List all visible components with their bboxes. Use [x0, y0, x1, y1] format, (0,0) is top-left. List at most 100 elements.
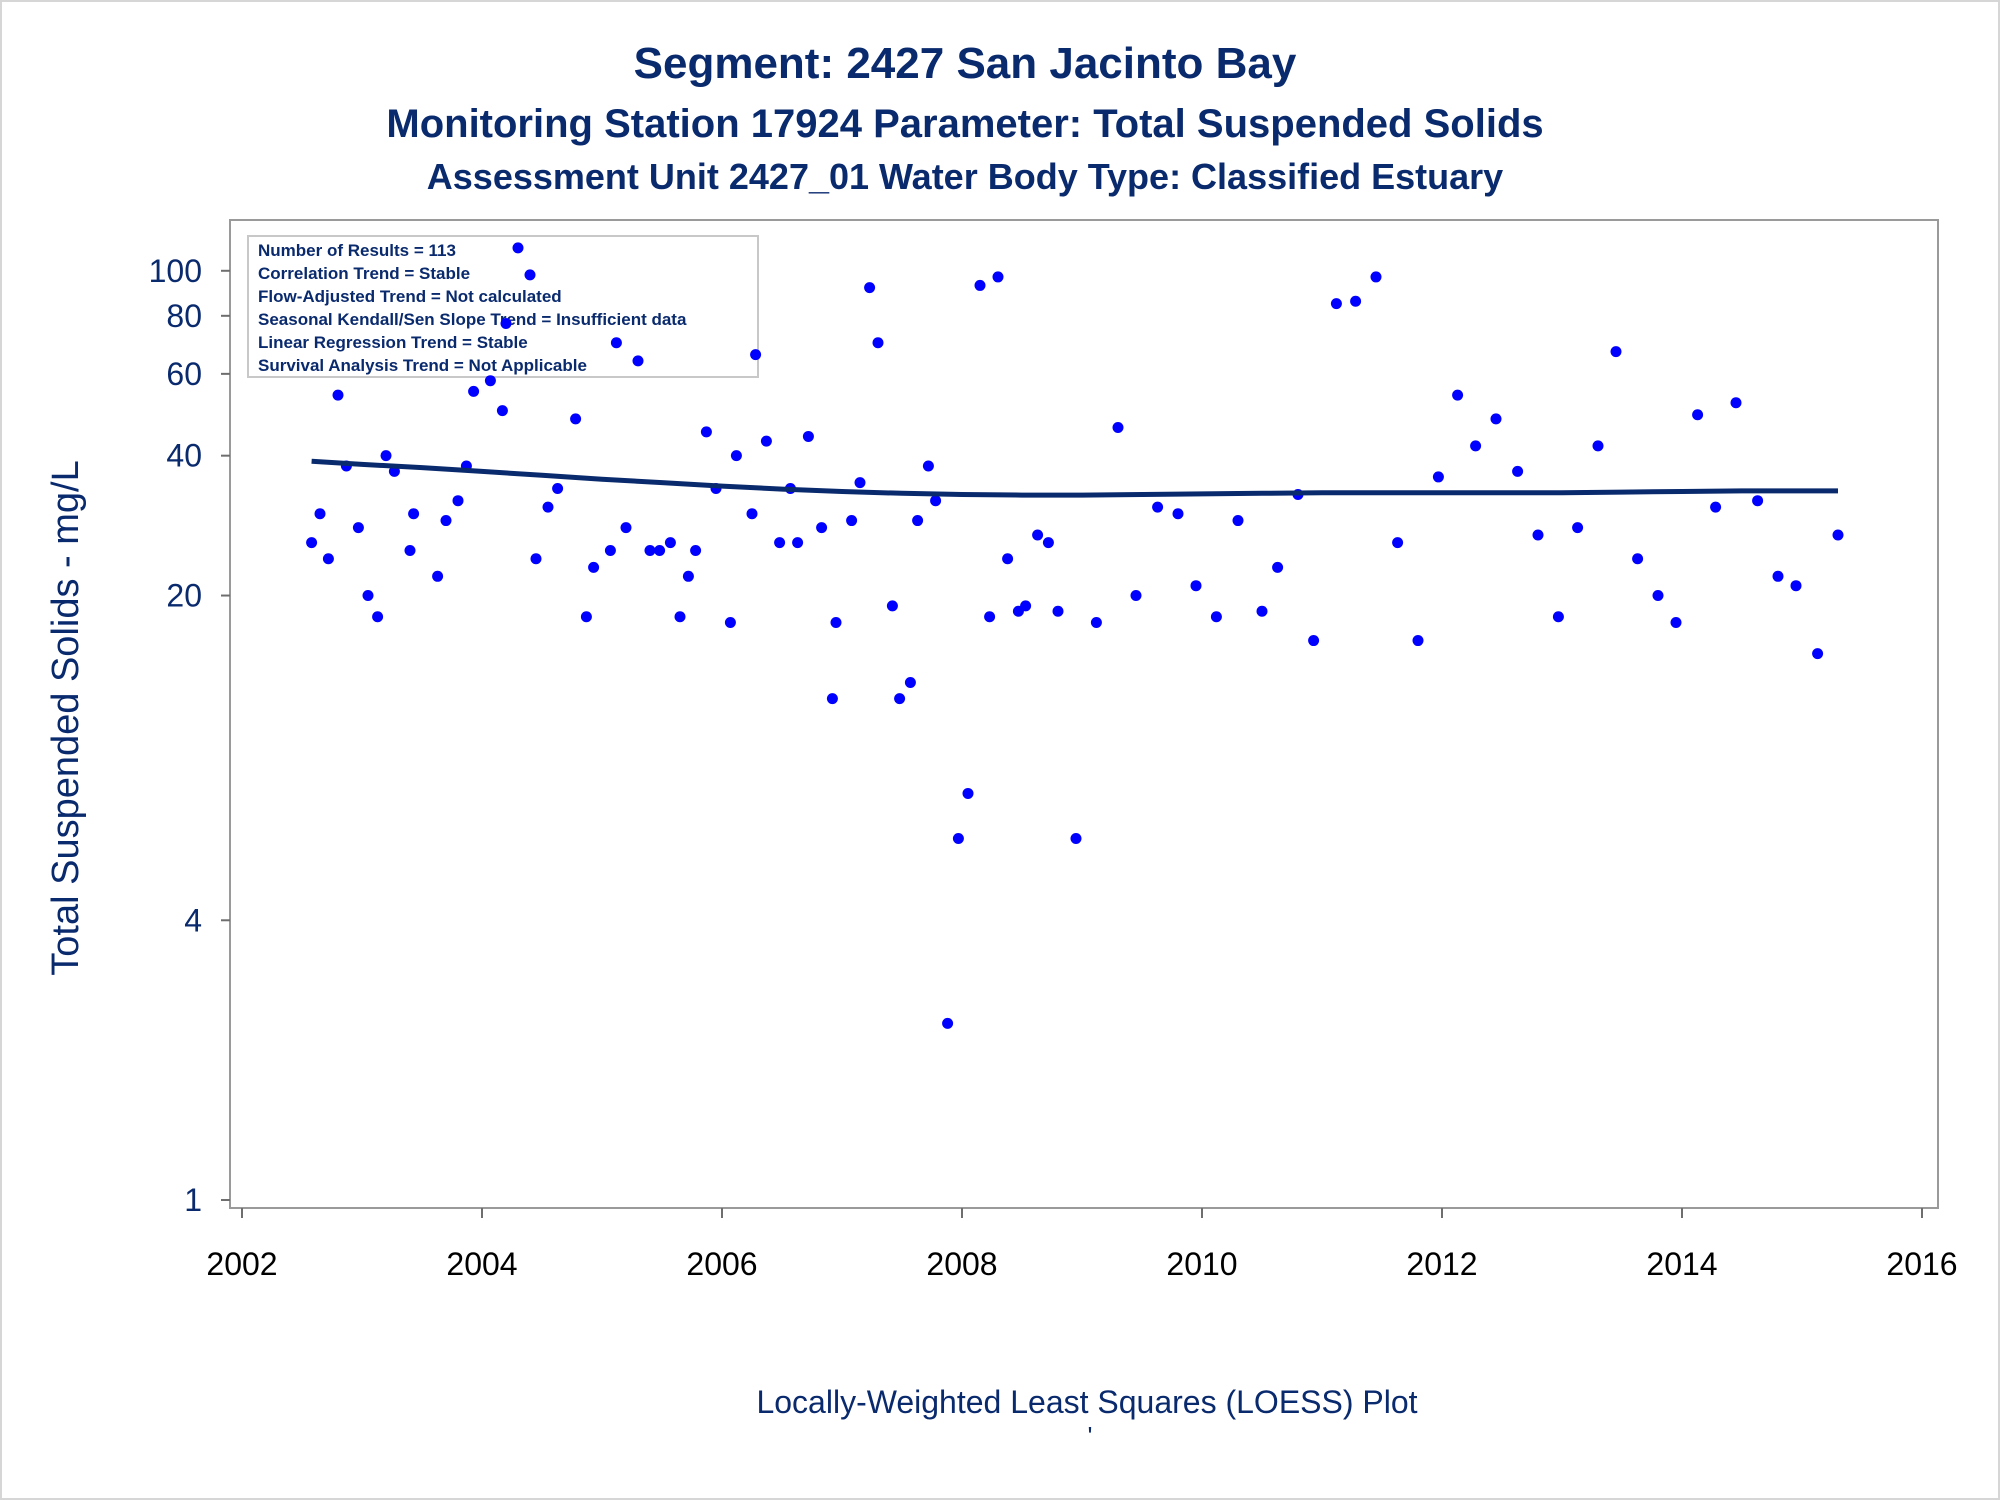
plot-area-border	[229, 219, 1939, 1209]
data-point	[984, 611, 996, 623]
stats-box: Number of Results = 113 Correlation Trend…	[247, 235, 759, 378]
data-point	[1392, 537, 1404, 549]
data-point	[1032, 529, 1044, 541]
y-tick-label: 100	[149, 253, 202, 289]
data-point	[830, 616, 842, 628]
data-point	[792, 537, 804, 549]
data-point	[372, 611, 384, 623]
data-point	[1832, 529, 1844, 541]
data-point	[1112, 421, 1124, 433]
data-point	[1070, 832, 1082, 844]
scatter-points	[306, 242, 1844, 1029]
data-point	[904, 676, 916, 688]
data-point	[654, 545, 666, 557]
data-point	[664, 537, 676, 549]
data-point	[1232, 515, 1244, 527]
data-point	[1052, 605, 1064, 617]
data-point	[570, 413, 582, 425]
data-point	[1412, 635, 1424, 647]
data-point	[484, 375, 496, 387]
footnote: Locally-Weighted Least Squares (LOESS) P…	[756, 1384, 1417, 1420]
data-point	[962, 787, 974, 799]
stats-box-line: Correlation Trend = Stable	[258, 264, 470, 283]
data-point	[1652, 590, 1664, 602]
x-tick-label: 2004	[446, 1246, 517, 1282]
chart-subtitle-assessment: Assessment Unit 2427_01 Water Body Type:…	[427, 156, 1503, 197]
data-point	[496, 405, 508, 417]
data-point	[1532, 529, 1544, 541]
stats-box-line: Number of Results = 113	[258, 241, 456, 260]
data-point	[1692, 409, 1704, 421]
y-tick-label: 80	[166, 298, 202, 334]
x-tick-label: 2010	[1166, 1246, 1237, 1282]
data-point	[1042, 537, 1054, 549]
data-point	[1552, 611, 1564, 623]
data-point	[802, 430, 814, 442]
data-point	[500, 318, 512, 330]
data-point	[1256, 605, 1268, 617]
data-point	[974, 279, 986, 291]
data-point	[1610, 346, 1622, 358]
data-point	[380, 450, 392, 462]
data-point	[1172, 508, 1184, 520]
data-point	[452, 495, 464, 507]
data-point	[942, 1017, 954, 1029]
data-point	[1512, 465, 1524, 477]
data-point	[1130, 590, 1142, 602]
data-point	[1710, 501, 1722, 513]
data-point	[530, 553, 542, 565]
chart-title: Segment: 2427 San Jacinto Bay	[634, 39, 1297, 88]
data-point	[1432, 471, 1444, 483]
data-point	[760, 435, 772, 447]
stats-box-line: Flow-Adjusted Trend = Not calculated	[258, 287, 562, 306]
data-point	[588, 561, 600, 573]
stats-box-line: Seasonal Kendall/Sen Slope Trend = Insuf…	[258, 310, 687, 329]
data-point	[632, 355, 644, 367]
x-tick-label: 2002	[206, 1246, 277, 1282]
data-point	[1490, 413, 1502, 425]
data-point	[894, 693, 906, 705]
data-point	[750, 349, 762, 361]
data-point	[1210, 611, 1222, 623]
data-point	[542, 501, 554, 513]
data-point	[746, 508, 758, 520]
data-point	[872, 337, 884, 349]
data-point	[1772, 570, 1784, 582]
data-point	[930, 495, 942, 507]
data-point	[700, 426, 712, 438]
data-point	[724, 616, 736, 628]
data-point	[774, 537, 786, 549]
y-tick-label: 40	[166, 438, 202, 474]
x-tick-label: 2014	[1646, 1246, 1717, 1282]
data-point	[610, 337, 622, 349]
y-tick-label: 1	[184, 1182, 202, 1218]
data-point	[1190, 580, 1202, 592]
data-point	[620, 522, 632, 534]
data-point	[1812, 648, 1824, 660]
data-point	[816, 522, 828, 534]
data-point	[846, 515, 858, 527]
x-tick-label: 2012	[1406, 1246, 1477, 1282]
data-point	[1452, 389, 1464, 401]
data-point	[362, 590, 374, 602]
data-point	[1330, 298, 1342, 310]
data-point	[322, 553, 334, 565]
x-tick-label: 2016	[1886, 1246, 1957, 1282]
stats-box-border	[247, 235, 759, 378]
data-point	[1572, 522, 1584, 534]
data-point	[674, 611, 686, 623]
chart-subtitle-station: Monitoring Station 17924 Parameter: Tota…	[386, 102, 1543, 146]
data-point	[332, 389, 344, 401]
data-point	[1090, 616, 1102, 628]
y-tick-label: 20	[166, 578, 202, 614]
data-point	[404, 545, 416, 557]
data-point	[314, 508, 326, 520]
data-point	[826, 693, 838, 705]
data-point	[854, 477, 866, 489]
x-tick-label: 2008	[926, 1246, 997, 1282]
data-point	[644, 545, 656, 557]
data-point	[864, 282, 876, 294]
y-axis-label: Total Suspended Solids - mg/L	[45, 460, 87, 975]
